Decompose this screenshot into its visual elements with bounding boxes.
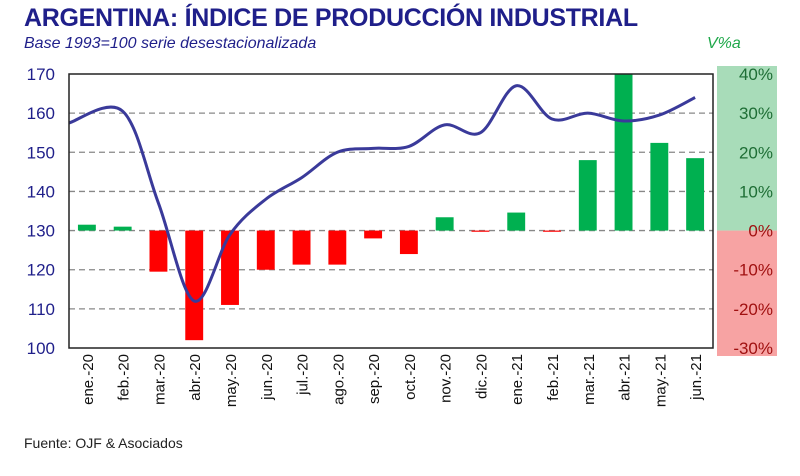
bar: [578, 160, 597, 231]
right-tick-label: 0%: [748, 222, 773, 241]
bar: [77, 224, 96, 231]
category-label: feb.-21: [545, 354, 562, 401]
bar: [113, 226, 132, 231]
category-label: nov.-20: [438, 354, 455, 403]
negative-band: [717, 230, 777, 356]
bar: [686, 158, 705, 231]
category-label: oct.-20: [402, 354, 419, 400]
category-label: abr.-20: [187, 354, 204, 401]
category-label: jul.-20: [295, 354, 312, 396]
bar: [328, 230, 347, 265]
left-tick-label: 100: [27, 339, 55, 358]
left-tick-label: 130: [27, 222, 55, 241]
left-tick-label: 160: [27, 104, 55, 123]
bar: [471, 230, 490, 232]
right-tick-label: 30%: [739, 104, 773, 123]
source-note: Fuente: OJF & Asociados: [24, 435, 183, 451]
category-label: jun.-20: [259, 354, 276, 401]
bar: [185, 230, 204, 341]
category-label: ago.-20: [330, 354, 347, 405]
bar: [256, 230, 275, 270]
bar: [149, 230, 168, 272]
positive-band: [717, 66, 777, 231]
right-tick-label: -30%: [733, 339, 773, 358]
left-tick-label: 110: [28, 300, 55, 319]
category-label: jun.-21: [688, 354, 705, 401]
left-tick-label: 140: [27, 182, 55, 201]
right-tick-label: -20%: [733, 300, 773, 319]
plot-frame: [68, 73, 714, 349]
right-tick-label: -10%: [733, 261, 773, 280]
left-tick-label: 120: [27, 261, 55, 280]
index-line: [68, 84, 696, 303]
category-label: sep.-20: [366, 354, 383, 404]
category-label: abr.-21: [617, 354, 634, 401]
bar: [292, 230, 311, 265]
bar: [614, 74, 633, 231]
bar: [507, 212, 526, 231]
bar: [364, 230, 383, 239]
right-axis-label: V%a: [707, 35, 741, 52]
category-label: may.-20: [223, 354, 240, 407]
bar: [399, 230, 418, 255]
category-label: may.-21: [652, 354, 669, 407]
bar: [650, 142, 669, 231]
bar: [543, 230, 561, 232]
right-tick-label: 10%: [739, 182, 773, 201]
category-label: mar.-21: [581, 354, 598, 405]
right-tick-label: 20%: [739, 143, 773, 162]
left-tick-label: 170: [27, 65, 55, 84]
category-label: ene.-20: [80, 354, 97, 405]
right-tick-label: 40%: [739, 65, 773, 84]
bar: [435, 217, 454, 231]
left-tick-label: 150: [27, 143, 55, 162]
category-label: feb.-20: [116, 354, 133, 401]
category-label: mar.-20: [151, 354, 168, 405]
chart-subtitle: Base 1993=100 serie desestacionalizada: [24, 35, 317, 52]
category-label: ene.-21: [509, 354, 526, 405]
bar: [221, 230, 239, 305]
chart-title: ARGENTINA: ÍNDICE DE PRODUCCIÓN INDUSTRI…: [24, 4, 638, 32]
category-label: dic.-20: [473, 354, 490, 399]
